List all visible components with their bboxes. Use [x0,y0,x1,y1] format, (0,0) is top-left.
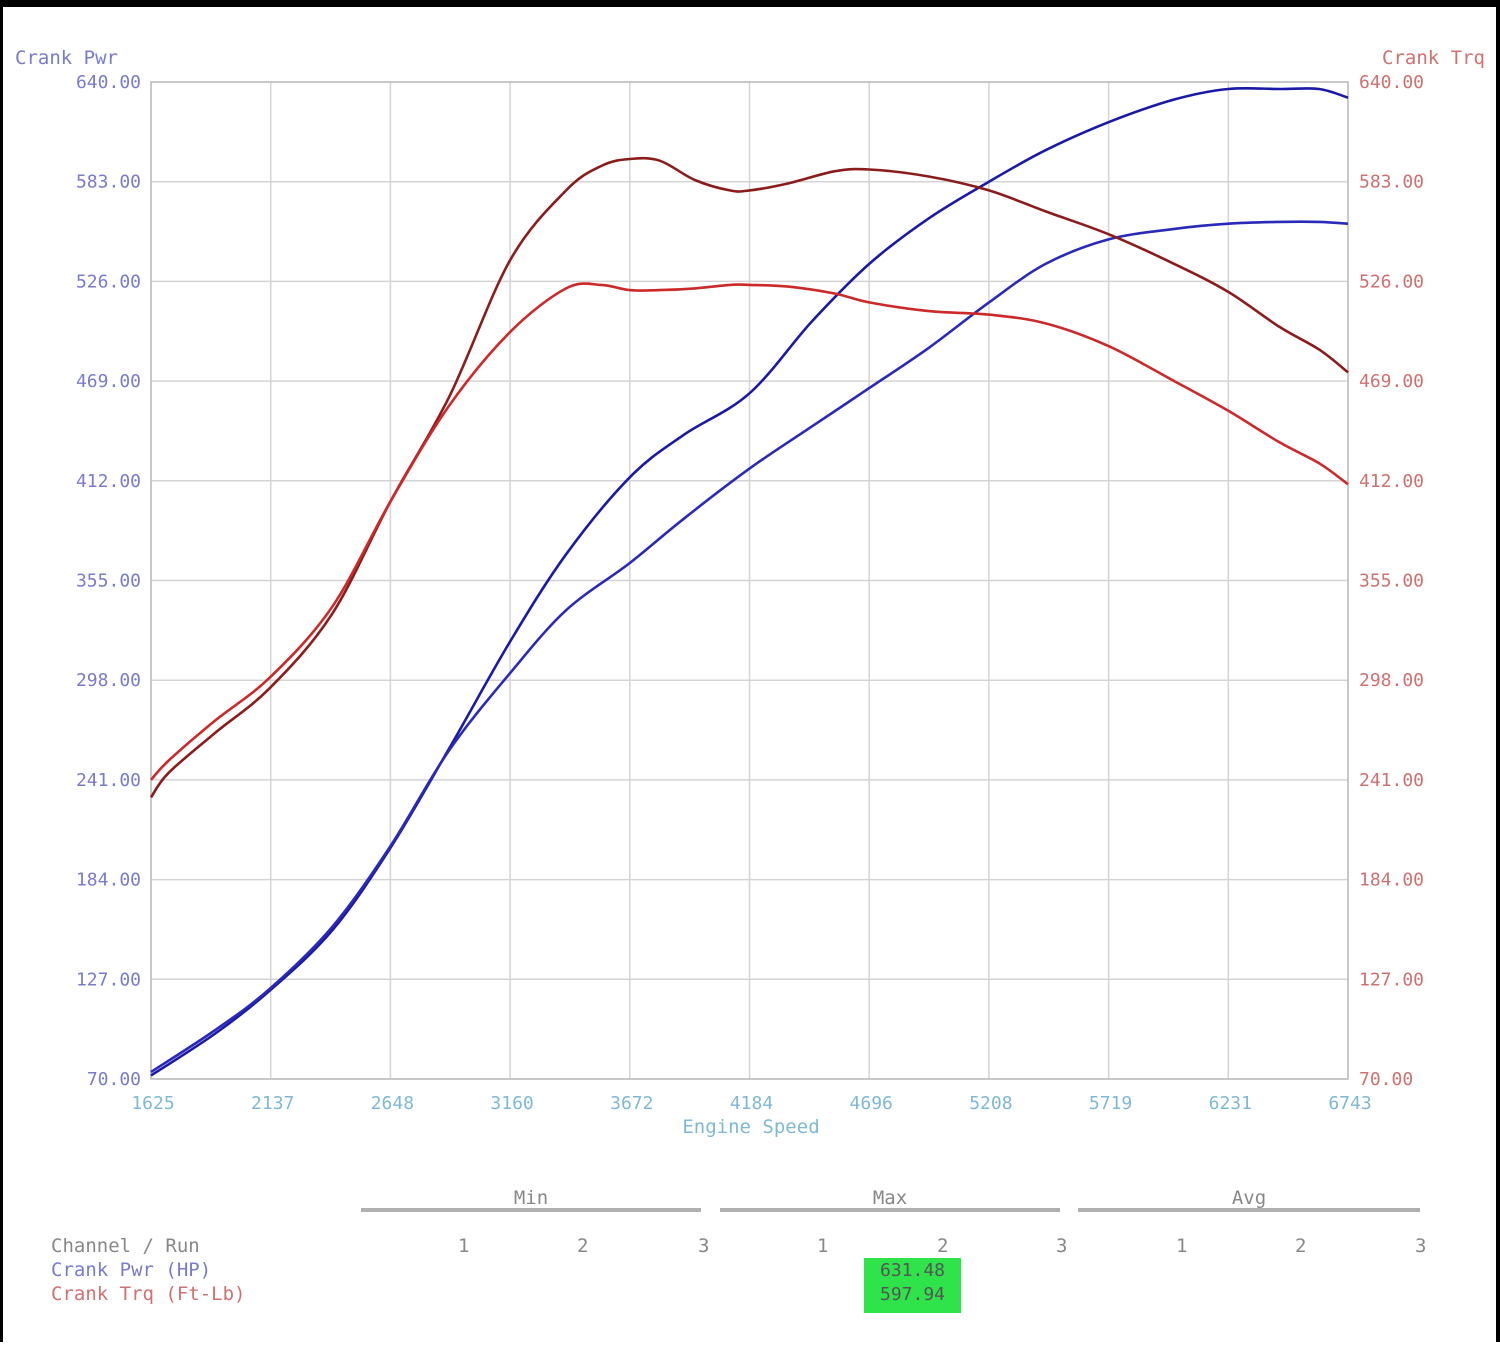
x-tick-label: 6743 [1328,1093,1371,1114]
series-line-torque-run-b [150,282,1349,781]
y-tick-label-left: 127.00 [76,969,141,990]
x-tick-label: 3160 [490,1093,533,1114]
series-line-torque-run-a [149,156,1349,799]
series-line-power-run-b [150,220,1349,1074]
summary-group-avg: Avg [1232,1187,1266,1209]
y-tick-label-right: 583.00 [1359,172,1424,193]
run-number: 3 [698,1235,710,1257]
y-axis-left-label: Crank Pwr [15,47,118,69]
y-tick-label-left: 184.00 [76,870,141,891]
plot-area [150,81,1349,1080]
x-tick-label: 4696 [850,1093,893,1114]
run-number: 1 [1176,1235,1188,1257]
plot-border [150,81,1349,1080]
y-tick-label-right: 127.00 [1359,969,1424,990]
x-tick-label: 3672 [610,1093,653,1114]
run-number: 2 [1295,1235,1307,1257]
series-line-power-run-a [150,86,1349,1077]
run-number: 3 [1056,1235,1068,1257]
tick-labels: 1625 2137 2648 3160 3672 4184 4696 5208 5719 6231… [76,72,1424,1114]
series-layer [149,86,1349,1077]
channel-label-torque: Crank Trq (Ft-Lb) [51,1283,246,1305]
y-tick-label-right: 298.00 [1359,670,1424,691]
y-tick-label-right: 640.00 [1359,72,1424,93]
y-tick-label-left: 70.00 [87,1069,141,1090]
y-tick-label-left: 583.00 [76,172,141,193]
run-number: 1 [817,1235,829,1257]
x-tick-label: 5719 [1089,1093,1132,1114]
x-tick-label: 6231 [1209,1093,1252,1114]
y-tick-label-left: 412.00 [76,471,141,492]
x-tick-label: 2648 [371,1093,414,1114]
run-number: 3 [1415,1235,1427,1257]
channel-run-header: Channel / Run [51,1235,200,1257]
max-highlight-box [864,1258,961,1313]
x-tick-label: 4184 [730,1093,773,1114]
y-tick-label-right: 526.00 [1359,271,1424,292]
x-tick-label: 2137 [251,1093,294,1114]
y-tick-label-right: 469.00 [1359,371,1424,392]
summary-group-max: Max [873,1187,907,1209]
y-tick-label-right: 412.00 [1359,471,1424,492]
y-axis-right-label: Crank Trq [1382,47,1485,69]
max-power-value: 631.48 [879,1260,946,1281]
run-number: 2 [937,1235,949,1257]
run-number: 2 [577,1235,589,1257]
y-tick-label-left: 469.00 [76,371,141,392]
y-tick-label-right: 355.00 [1359,571,1424,592]
y-tick-label-left: 355.00 [76,571,141,592]
channel-label-power: Crank Pwr (HP) [51,1259,212,1281]
y-tick-label-right: 184.00 [1359,870,1424,891]
y-tick-label-left: 640.00 [76,72,141,93]
dyno-chart: 1625 2137 2648 3160 3672 4184 4696 5208 5719 6231… [15,47,1485,1212]
y-tick-label-left: 298.00 [76,670,141,691]
x-axis-label: Engine Speed [682,1116,819,1138]
x-tick-label: 1625 [131,1093,174,1114]
summary-group-min: Min [514,1187,548,1209]
summary-group-headers: Min Max Avg [361,1187,1420,1212]
x-tick-label: 5208 [969,1093,1012,1114]
max-torque-value: 597.94 [879,1284,946,1305]
y-tick-label-left: 526.00 [76,271,141,292]
y-tick-label-left: 241.00 [76,770,141,791]
run-number: 1 [458,1235,470,1257]
y-tick-label-right: 70.00 [1359,1069,1413,1090]
y-tick-label-right: 241.00 [1359,770,1424,791]
